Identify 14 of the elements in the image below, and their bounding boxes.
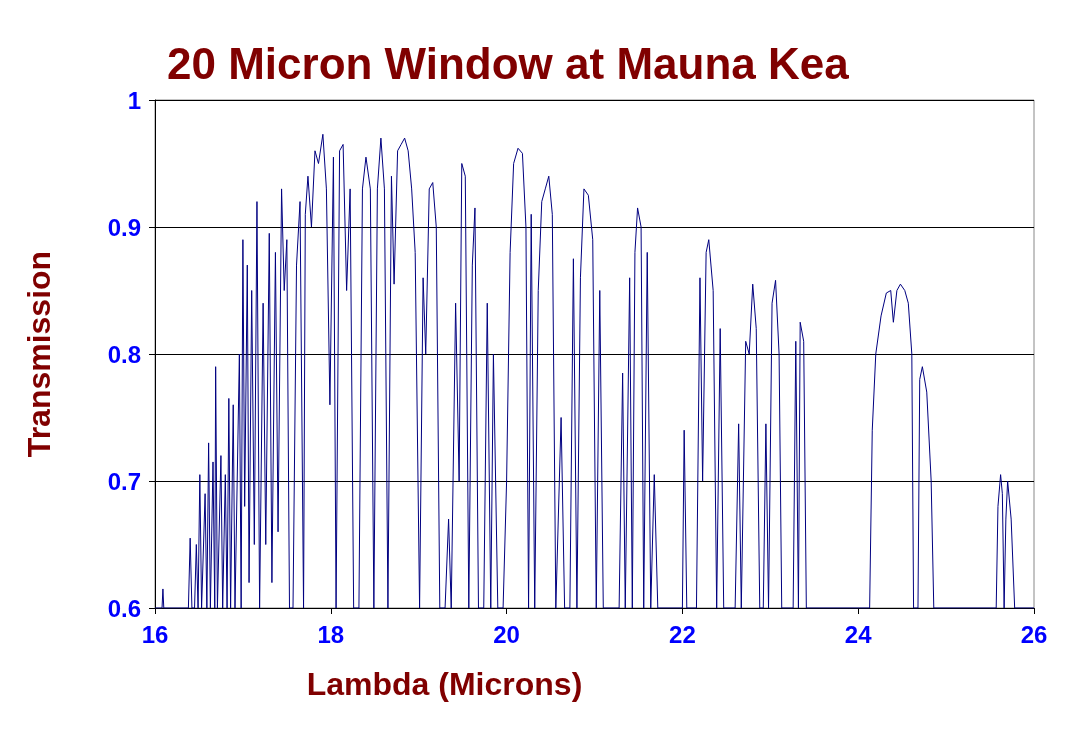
- y-tick-label: 1: [127, 86, 141, 114]
- y-tick-label: 0.9: [107, 213, 141, 241]
- x-axis-title: Lambda (Microns): [306, 666, 583, 702]
- x-tick-label: 16: [141, 620, 169, 648]
- x-tick-label: 26: [1020, 620, 1048, 648]
- y-tick-label: 0.7: [107, 467, 141, 495]
- y-axis-title: Transmission: [21, 250, 57, 458]
- x-tick-label: 20: [493, 620, 520, 648]
- y-tick-label: 0.8: [107, 340, 141, 368]
- y-tick-label: 0.6: [107, 594, 141, 622]
- x-tick-label: 18: [317, 620, 345, 648]
- x-tick-label: 24: [844, 620, 873, 648]
- chart-title: 20 Micron Window at Mauna Kea: [167, 38, 850, 88]
- x-tick-label: 22: [669, 620, 696, 648]
